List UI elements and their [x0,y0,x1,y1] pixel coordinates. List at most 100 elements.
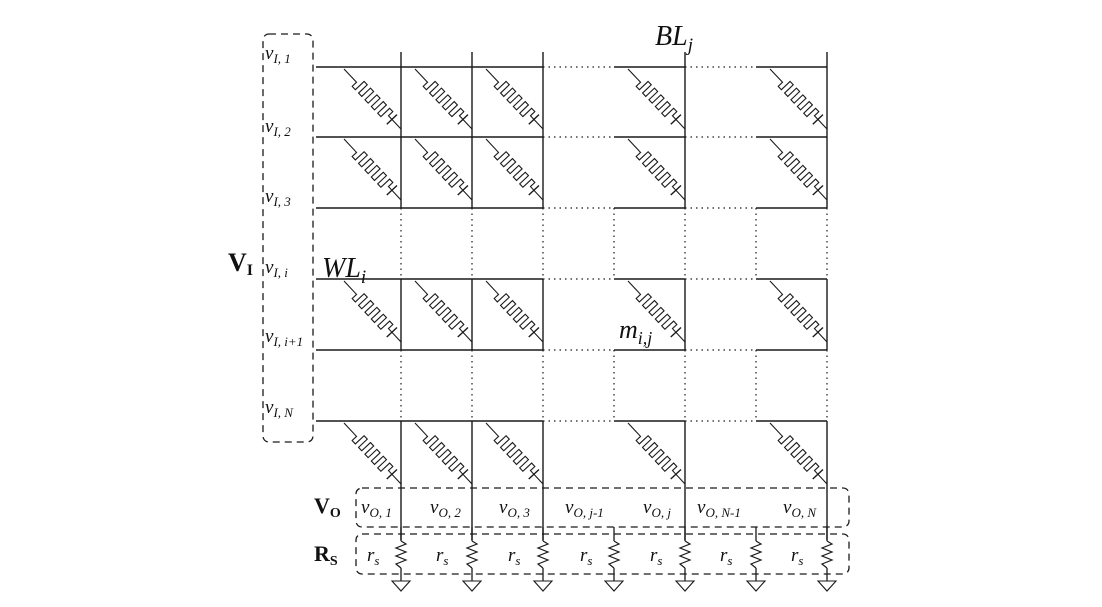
memristor-body [627,422,686,485]
memristor-icon [627,138,686,201]
output-label: vO, 1 [361,497,392,520]
memristor-icon [343,422,402,485]
memristor-body [414,138,473,201]
rs-label: rs [367,545,379,568]
resistor-body [678,540,692,569]
memristor-body [414,68,473,130]
resistor-body [607,540,621,569]
resistor-icon [536,527,550,581]
memristor-body [627,280,686,343]
output-label: vO, N [783,497,817,520]
memristor-icon [627,68,686,130]
memristor-polarity [812,184,824,196]
ground-icon [461,580,483,592]
memristor-body [769,422,828,485]
resistor-body [465,540,479,569]
sense-resistors-label: RS [314,541,338,569]
output-label: vO, 3 [499,497,530,520]
wordline-label: vI, 3 [265,186,291,209]
ground-icon [532,580,554,592]
wordline-name-label: WLi [322,253,366,288]
memristor-polarity [812,468,824,480]
memristor-icon [343,280,402,343]
resistor-icon [465,527,479,581]
memristor-polarity [386,326,398,338]
crossbar-grid [316,52,828,540]
memristor-body [414,422,473,485]
wordline-label: vI, i [265,257,288,280]
memristor-polarity [812,326,824,338]
output-label: vO, N-1 [697,497,741,520]
ground-icon [674,580,696,592]
ground-icon [816,580,838,592]
memristor-icon [627,280,686,343]
memristor-icon [485,138,544,201]
wordline-labels: vI, 1 vI, 2 vI, 3 vI, i vI, i+1 vI, N [265,43,303,420]
output-label: vO, j-1 [565,497,604,520]
sense-resistor-labels: rs rs rs rs rs rs rs [367,545,803,568]
memristor-icon [485,422,544,485]
memristor-icon [485,280,544,343]
ground-symbol [461,580,483,592]
memristor-icon [769,280,828,343]
memristor-cells [343,68,828,485]
memristor-body [627,68,686,130]
memristor-icon [343,68,402,130]
memristor-polarity [670,468,682,480]
memristor-polarity [457,468,469,480]
rs-label: rs [791,545,803,568]
memristor-body [485,280,544,343]
memristor-polarity [457,184,469,196]
memristor-body [414,280,473,343]
memristor-polarity [812,114,824,125]
memristor-label: mi,j [619,315,652,348]
wordline-label: vI, 2 [265,116,291,139]
sense-resistors [390,527,838,592]
resistor-body [394,540,408,569]
memristor-polarity [528,184,540,196]
memristor-polarity [457,114,469,125]
ground-symbol [603,580,625,592]
ground-symbol [674,580,696,592]
memristor-polarity [528,114,540,125]
memristor-icon [769,422,828,485]
rs-label: rs [436,545,448,568]
wordline-label: vI, 1 [265,43,291,66]
resistor-icon [678,527,692,581]
memristor-body [485,68,544,130]
memristor-icon [627,422,686,485]
bitline-label: BLj [655,21,693,56]
memristor-polarity [528,468,540,480]
memristor-polarity [386,468,398,480]
memristor-body [343,422,402,485]
ground-symbol [745,580,767,592]
memristor-body [343,280,402,343]
memristor-body [485,138,544,201]
resistor-body [536,540,550,569]
memristor-body [485,422,544,485]
continuation-dots [613,208,757,421]
resistor-icon [749,527,763,581]
memristor-body [769,280,828,343]
input-voltages-label: VI [228,248,253,279]
rs-label: rs [580,545,592,568]
rs-label: rs [720,545,732,568]
resistor-icon [607,527,621,581]
memristor-polarity [386,114,398,125]
memristor-polarity [670,114,682,125]
dashed-group-boxes [262,33,850,575]
memristor-body [769,68,828,130]
resistor-icon [820,527,834,581]
output-voltages-box [355,487,850,528]
memristor-icon [769,138,828,201]
memristor-polarity [670,184,682,196]
memristor-body [343,138,402,201]
rs-label: rs [650,545,662,568]
ground-symbol [390,580,412,592]
resistor-body [749,540,763,569]
memristor-body [627,138,686,201]
sense-resistors-box [355,533,850,575]
wordline-label: vI, N [265,397,294,420]
memristor-icon [414,280,473,343]
